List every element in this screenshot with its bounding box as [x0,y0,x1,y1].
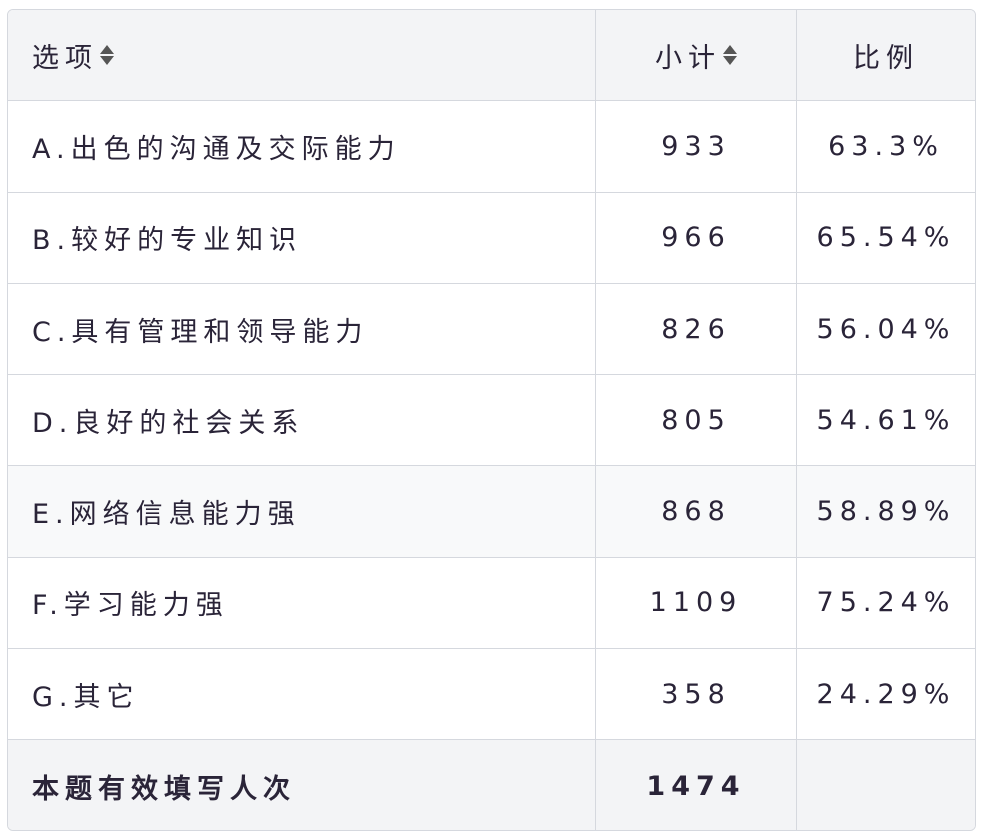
option-cell: D.良好的社会关系 [8,375,596,466]
table-row: C.具有管理和领导能力 826 56.04% [8,283,975,376]
table-row: A.出色的沟通及交际能力 933 63.3% [8,101,975,193]
table-row: D.良好的社会关系 805 54.61% [8,375,975,467]
ratio-cell: 24.29% [816,678,956,710]
count-cell: 805 [596,375,797,466]
ratio-cell: 65.54% [816,222,956,254]
total-count: 1474 [596,740,797,830]
count-cell: 868 [596,466,797,557]
option-cell: A.出色的沟通及交际能力 [8,101,596,192]
count-cell: 358 [596,649,797,740]
header-option[interactable]: 选项 [8,10,596,101]
option-cell: B.较好的专业知识 [8,192,596,283]
option-cell: F.学习能力强 [8,557,596,649]
header-ratio-label: 比例 [853,42,919,74]
option-cell: G.其它 [8,649,596,740]
ratio-cell: 58.89% [816,496,956,528]
total-ratio [797,740,975,830]
survey-results-table: 选项 小计 比例 A.出色的沟通及交际能力 933 63.3% B.较好的专业知识 9… [7,9,976,831]
table-row: F.学习能力强 1109 75.24% [8,557,975,650]
count-cell: 826 [596,283,797,375]
header-option-label: 选项 [32,42,98,74]
table-header: 选项 小计 比例 [8,10,975,102]
sort-icon[interactable] [723,45,737,66]
ratio-cell: 63.3% [828,130,944,162]
count-cell: 966 [596,192,797,283]
ratio-cell: 56.04% [816,313,956,345]
table-row: G.其它 358 24.29% [8,649,975,741]
count-cell: 1109 [596,557,797,649]
table-footer: 本题有效填写人次 1474 [8,740,975,830]
option-cell: E.网络信息能力强 [8,466,596,557]
total-label: 本题有效填写人次 [8,740,596,830]
table-row: B.较好的专业知识 966 65.54% [8,192,975,284]
option-cell: C.具有管理和领导能力 [8,283,596,375]
table-row: E.网络信息能力强 868 58.89% [8,466,975,558]
ratio-cell: 75.24% [816,587,956,619]
header-subtotal-label: 小计 [655,42,721,74]
sort-icon[interactable] [100,45,114,66]
header-subtotal[interactable]: 小计 [596,10,797,101]
ratio-cell: 54.61% [816,404,956,436]
header-ratio: 比例 [797,10,975,100]
count-cell: 933 [596,101,797,192]
